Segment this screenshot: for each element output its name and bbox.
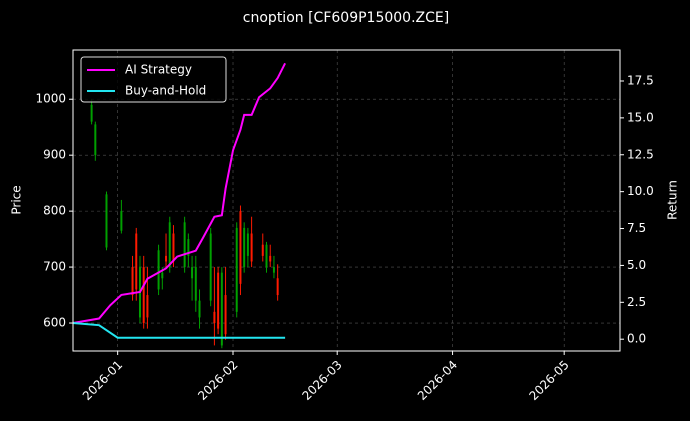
y-tick-label: 900 [43,148,66,162]
candle-body [183,222,186,268]
candle-body [213,311,216,324]
candle-body [261,244,264,256]
candle-body [172,233,175,262]
candle-body [90,104,93,122]
candle-body [198,300,201,318]
x-tick-label: 2026-03 [299,358,344,403]
y2-tick-label: 10.0 [627,184,654,198]
x-tick-label: 2026-02 [195,358,240,403]
y2-tick-label: 7.5 [627,221,646,235]
line-series [72,62,286,324]
candle-body [165,255,168,262]
candle-body [209,233,212,301]
candle-body [194,267,197,301]
candle-body [272,267,275,273]
candle-body [235,227,238,312]
y2-tick-label: 0.0 [627,332,646,346]
candle-body [120,211,123,231]
y2-tick-label: 17.5 [627,73,654,87]
chart-title: cnoption [CF609P15000.ZCE] [243,10,449,26]
candle-body [146,295,149,318]
x-tick-label: 2026-04 [415,358,460,403]
candle-body [131,267,134,296]
y-tick-label: 700 [43,260,66,274]
y2-tick-label: 15.0 [627,110,654,124]
y-tick-label: 1000 [35,92,66,106]
candle-body [94,124,97,156]
y2-tick-label: 5.0 [627,258,646,272]
legend-label: AI Strategy [125,63,192,77]
candle-body [250,233,253,262]
candle-body [265,244,268,268]
y-axis-label: Price [10,185,24,214]
legend-box [80,56,227,103]
y2-axis-label: Return [666,180,680,220]
y-tick-label: 800 [43,204,66,218]
candle-body [220,272,223,346]
candle-body [217,272,220,329]
y-tick-label: 600 [43,316,66,330]
candle-body [161,272,164,279]
legend: AI Strategy Buy-and-Hold [80,56,227,103]
x-tick-label: 2026-05 [526,358,571,403]
candle-body [105,194,108,248]
candle-body [224,295,227,335]
plot-frame [72,49,621,352]
line-series [72,321,286,339]
candle-body [191,267,194,279]
y2-tick-label: 12.5 [627,147,654,161]
candle-body [269,255,272,262]
y2-tick-label: 2.5 [627,295,646,309]
legend-label: Buy-and-Hold [125,84,206,98]
candle-body [157,250,160,290]
candle-body [142,267,145,324]
candle-body [135,233,138,290]
candle-body [239,211,242,284]
candle-body [187,239,190,256]
candle-body [276,278,279,296]
candle-body [243,227,246,268]
candle-body [168,222,171,268]
x-tick-label: 2026-01 [80,358,125,403]
candle-body [246,233,249,256]
